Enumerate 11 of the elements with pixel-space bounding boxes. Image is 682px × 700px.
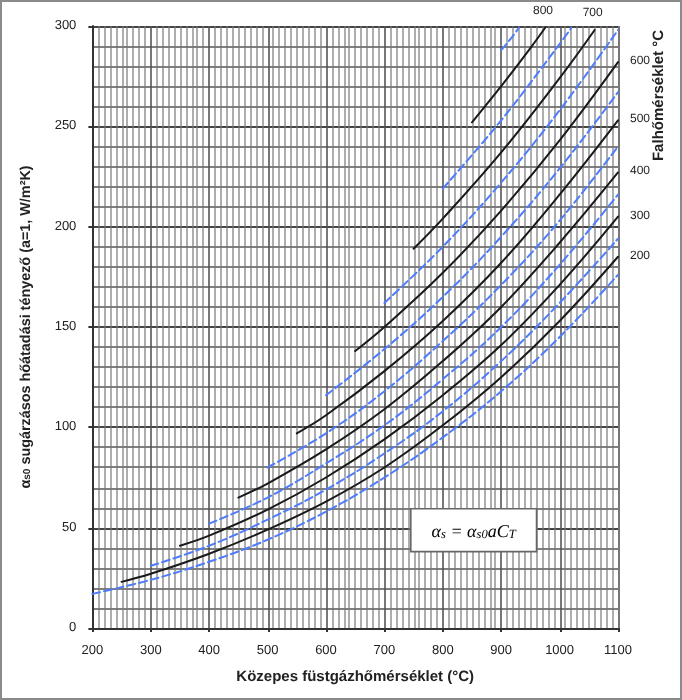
line-series: [208, 193, 619, 525]
line-series: [237, 171, 619, 499]
line-series: [412, 29, 596, 250]
line-series: [178, 215, 619, 547]
line-series: [354, 61, 619, 353]
line-series: [470, 27, 546, 124]
line-series: [441, 27, 573, 190]
line-series: [324, 91, 619, 397]
line-series: [383, 29, 619, 304]
line-series: [295, 119, 619, 435]
line-series: [266, 145, 619, 469]
